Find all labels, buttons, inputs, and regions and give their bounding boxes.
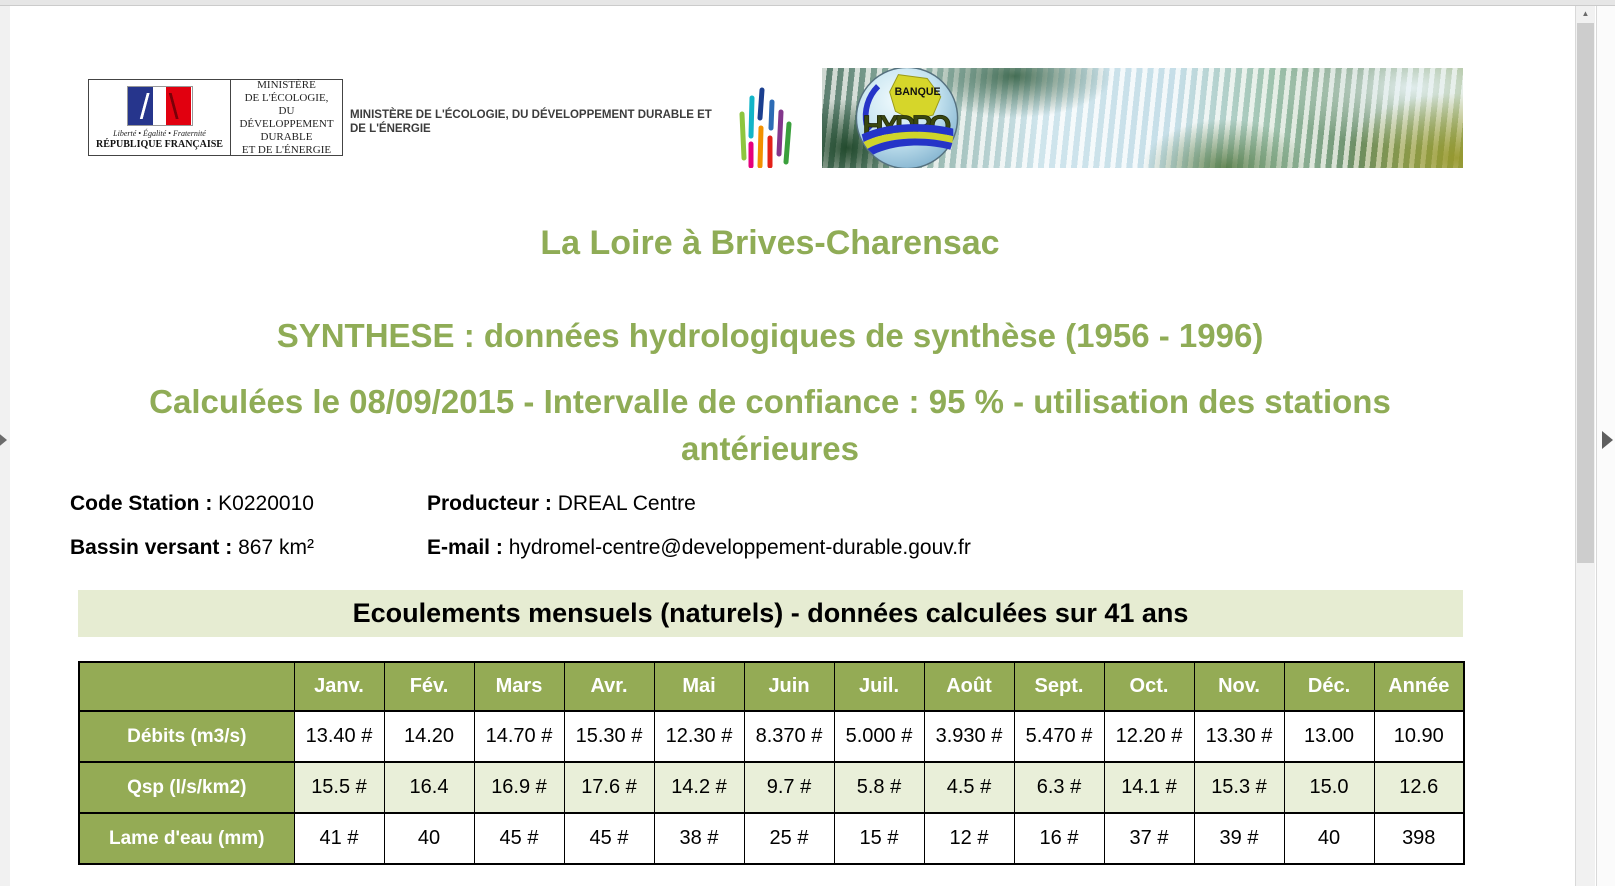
- row-label-cell: Qsp (l/s/km2): [78, 761, 295, 814]
- value-cell: 14.2 #: [653, 761, 745, 814]
- hydro-logo-banque-text: BANQUE: [895, 86, 941, 98]
- month-header-cell: Mars: [473, 661, 565, 712]
- calculation-subtitle: Calculées le 08/09/2015 - Intervalle de …: [149, 383, 1391, 467]
- colored-plume-logo-icon: [739, 87, 792, 168]
- value-cell: 38 #: [653, 812, 745, 865]
- waterfall-banner-image: BANQUE HYDRO: [822, 68, 1463, 168]
- month-header-cell: Déc.: [1283, 661, 1375, 712]
- station-code-row: Code Station : K0220010: [70, 492, 314, 516]
- content-right-edge: [1575, 6, 1576, 886]
- value-cell: 10.90: [1373, 710, 1465, 763]
- motto-text: Liberté • Égalité • Fraternité: [113, 128, 206, 138]
- producer-label: Producteur :: [427, 492, 552, 515]
- value-cell: 15.0: [1283, 761, 1375, 814]
- month-header-cell: Juin: [743, 661, 835, 712]
- row-label-cell: Débits (m3/s): [78, 710, 295, 763]
- table-row: Qsp (l/s/km2) 15.5 #16.4 16.9 #17.6 #14.2 …: [78, 761, 1465, 814]
- value-cell: 25 #: [743, 812, 835, 865]
- value-cell: 40: [1283, 812, 1375, 865]
- month-header-cell: Janv.: [293, 661, 385, 712]
- value-cell: 16.4: [383, 761, 475, 814]
- section-heading-text: Ecoulements mensuels (naturels) - donnée…: [352, 598, 1189, 628]
- value-cell: 5.000 #: [833, 710, 925, 763]
- ministry-logo-block: Liberté • Égalité • Fraternité RÉPUBLIQU…: [88, 79, 343, 156]
- value-cell: 13.30 #: [1193, 710, 1285, 763]
- value-cell: 45 #: [473, 812, 565, 865]
- month-header-cell: Oct.: [1103, 661, 1195, 712]
- station-code-label: Code Station :: [70, 492, 213, 515]
- value-cell: 45 #: [563, 812, 655, 865]
- email-row: E-mail : hydromel-centre@developpement-d…: [427, 536, 971, 560]
- value-cell: 9.7 #: [743, 761, 835, 814]
- vertical-scrollbar[interactable]: ▲: [1576, 6, 1595, 886]
- value-cell: 12.30 #: [653, 710, 745, 763]
- right-side-panel: [1596, 6, 1615, 886]
- month-header-cell: Août: [923, 661, 1015, 712]
- ministry-banner-text: MINISTÈRE DE L'ÉCOLOGIE, DU DÉVELOPPEMEN…: [350, 109, 712, 135]
- page-title: La Loire à Brives-Charensac: [540, 224, 1000, 262]
- station-code-value: K0220010: [218, 492, 314, 515]
- producer-value: DREAL Centre: [557, 492, 696, 515]
- month-header-cell: Année: [1373, 661, 1465, 712]
- value-cell: 5.8 #: [833, 761, 925, 814]
- value-cell: 16 #: [1013, 812, 1105, 865]
- section-heading-band: Ecoulements mensuels (naturels) - donnée…: [78, 590, 1463, 637]
- month-header-cell: Fév.: [383, 661, 475, 712]
- basin-row: Bassin versant : 867 km²: [70, 536, 314, 560]
- month-header-cell: Nov.: [1193, 661, 1285, 712]
- value-cell: 15.30 #: [563, 710, 655, 763]
- value-cell: 15.5 #: [293, 761, 385, 814]
- window-top-edge: [0, 0, 1615, 6]
- value-cell: 12.6: [1373, 761, 1465, 814]
- month-header-cell: Sept.: [1013, 661, 1105, 712]
- basin-value: 867 km²: [238, 536, 314, 559]
- value-cell: 4.5 #: [923, 761, 1015, 814]
- monthly-table: Janv. Fév. Mars Avr. Mai Juin Juil. Août Sept. Oc…: [78, 661, 1465, 865]
- value-cell: 13.40 #: [293, 710, 385, 763]
- value-cell: 39 #: [1193, 812, 1285, 865]
- value-cell: 5.470 #: [1013, 710, 1105, 763]
- basin-label: Bassin versant :: [70, 536, 233, 559]
- month-header-cell: Mai: [653, 661, 745, 712]
- banque-hydro-logo: BANQUE HYDRO: [855, 68, 959, 168]
- value-cell: 16.9 #: [473, 761, 565, 814]
- value-cell: 3.930 #: [923, 710, 1015, 763]
- value-cell: 398: [1373, 812, 1465, 865]
- table-corner-cell: [78, 661, 295, 712]
- producer-row: Producteur : DREAL Centre: [427, 492, 696, 516]
- scrollbar-thumb[interactable]: [1577, 23, 1594, 563]
- email-label: E-mail :: [427, 536, 503, 559]
- value-cell: 15 #: [833, 812, 925, 865]
- value-cell: 14.1 #: [1103, 761, 1195, 814]
- republique-francaise-logo: Liberté • Égalité • Fraternité RÉPUBLIQU…: [89, 80, 231, 155]
- month-header-cell: Juil.: [833, 661, 925, 712]
- ministry-name-block: MINISTÈRE DE L'ÉCOLOGIE, DU DÉVELOPPEMEN…: [239, 78, 334, 156]
- frame-expand-right-arrow-icon[interactable]: [1602, 431, 1613, 449]
- value-cell: 12.20 #: [1103, 710, 1195, 763]
- value-cell: 37 #: [1103, 812, 1195, 865]
- table-row: Lame d'eau (mm) 41 #40 45 #45 #38 #25 #15 …: [78, 812, 1465, 865]
- email-value: hydromel-centre@developpement-durable.go…: [508, 536, 971, 559]
- value-cell: 6.3 #: [1013, 761, 1105, 814]
- value-cell: 14.20: [383, 710, 475, 763]
- value-cell: 15.3 #: [1193, 761, 1285, 814]
- value-cell: 12 #: [923, 812, 1015, 865]
- value-cell: 13.00: [1283, 710, 1375, 763]
- value-cell: 8.370 #: [743, 710, 835, 763]
- value-cell: 40: [383, 812, 475, 865]
- synthese-subtitle: SYNTHESE : données hydrologiques de synt…: [276, 317, 1264, 354]
- value-cell: 14.70 #: [473, 710, 565, 763]
- value-cell: 17.6 #: [563, 761, 655, 814]
- scroll-up-arrow-icon[interactable]: ▲: [1576, 6, 1595, 22]
- table-row: Débits (m3/s) 13.40 #14.20 14.70 #15.30 #1…: [78, 710, 1465, 763]
- republic-text: RÉPUBLIQUE FRANÇAISE: [96, 138, 223, 150]
- value-cell: 41 #: [293, 812, 385, 865]
- french-flag-icon: [126, 85, 193, 126]
- month-header-cell: Avr.: [563, 661, 655, 712]
- frame-expand-left-arrow-icon[interactable]: [0, 431, 7, 449]
- row-label-cell: Lame d'eau (mm): [78, 812, 295, 865]
